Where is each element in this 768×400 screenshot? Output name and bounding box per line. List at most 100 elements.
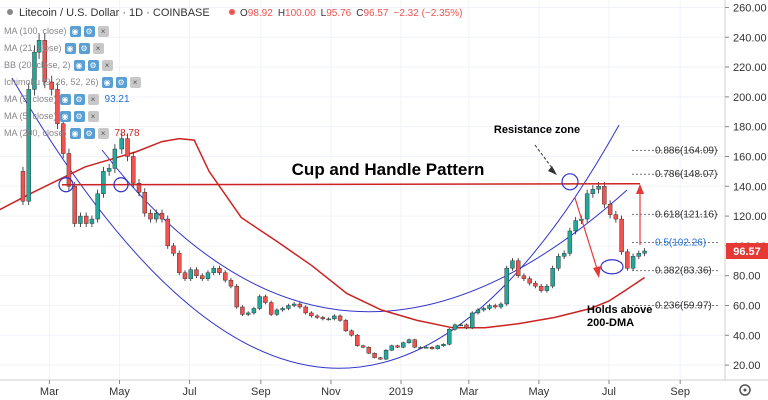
remove-icon[interactable]: × (92, 42, 104, 54)
candle-body (280, 308, 285, 311)
remove-icon[interactable]: × (97, 127, 109, 139)
remove-icon[interactable]: × (87, 93, 99, 105)
candle-body (515, 260, 521, 276)
candle-body (222, 272, 228, 281)
indicator-label: MA (100, close) (4, 26, 67, 36)
candle-body (89, 218, 95, 224)
settings-icon[interactable]: ⚙ (73, 110, 85, 122)
settings-icon[interactable]: ⚙ (83, 25, 95, 37)
chart-header: Litecoin / U.S. Dollar · 1D · COINBASE O… (7, 7, 462, 19)
candle-body (119, 138, 124, 150)
indicator-row[interactable]: MA (21, close) ◉ ⚙ × (4, 40, 104, 56)
eye-icon[interactable]: ◉ (59, 110, 71, 122)
y-tick-label: 20.00 (733, 360, 761, 372)
candle-body (165, 218, 170, 247)
candle-body (550, 268, 555, 287)
candle-body (240, 306, 245, 315)
touch-circle (561, 173, 579, 191)
candle-body (36, 40, 42, 53)
settings-icon[interactable]: ⚙ (73, 93, 85, 105)
eye-icon[interactable]: ◉ (69, 127, 81, 139)
eye-icon[interactable]: ◉ (64, 42, 76, 54)
x-tick-label: Sep (670, 386, 690, 398)
indicator-row[interactable]: MA (5, close) ◉ ⚙ × (4, 108, 99, 124)
settings-icon[interactable]: ⚙ (87, 59, 99, 71)
candle-body (544, 285, 550, 291)
remove-icon[interactable]: × (129, 76, 141, 88)
gear-icon[interactable] (739, 384, 751, 396)
candle-body (20, 171, 26, 202)
chart-title: Cup and Handle Pattern (292, 160, 485, 179)
eye-icon[interactable]: ◉ (73, 59, 85, 71)
remove-icon[interactable]: × (101, 59, 113, 71)
eye-icon[interactable]: ◉ (69, 25, 81, 37)
indicator-value: 78.78 (114, 127, 140, 139)
candle-body (171, 245, 176, 254)
indicator-value: 93.21 (104, 93, 130, 105)
candle-body (49, 81, 54, 90)
x-tick-label: Jul (183, 386, 197, 398)
x-tick-label: May (528, 386, 549, 398)
x-axis: Mar May Jul Sep Nov 2019 Mar May Jul Sep (0, 379, 768, 398)
x-tick-label: Jul (602, 386, 616, 398)
candle-body (470, 312, 475, 329)
candle-body (32, 51, 37, 90)
support-ellipse (600, 259, 624, 275)
eye-icon[interactable]: ◉ (101, 76, 113, 88)
candle-body (66, 153, 72, 187)
candle-body (406, 339, 412, 343)
grid (0, 0, 725, 380)
indicator-row[interactable]: MA (5, close) ◉ ⚙ × 93.21 (4, 91, 130, 107)
price-change: −2.32 (−2.35%) (394, 8, 463, 19)
indicator-label: Ichimoku (9, 26, 52, 26) (4, 77, 99, 87)
candle-body (303, 306, 308, 314)
candle-body (125, 138, 130, 157)
candle-body (619, 218, 624, 253)
candle-body (596, 186, 601, 190)
candle-body (429, 347, 435, 349)
candle-body (372, 352, 377, 358)
candle-body (263, 296, 268, 303)
fib-label: 0.236(59.97) (655, 301, 712, 312)
ohlc-high-label: H (278, 8, 285, 19)
indicator-row[interactable]: BB (20, close, 2) ◉ ⚙ × (4, 57, 113, 73)
candle-body (573, 220, 578, 232)
candle-body (533, 282, 538, 287)
settings-icon[interactable]: ⚙ (78, 42, 90, 54)
candle-body (493, 305, 498, 308)
candle-body (177, 253, 182, 273)
candle-body (326, 318, 331, 321)
indicator-row[interactable]: MA (100, close) ◉ ⚙ × (4, 23, 109, 39)
y-tick-label: 160.00 (733, 151, 767, 163)
candle-body (475, 309, 481, 314)
candle-body (154, 212, 159, 220)
candle-body (343, 320, 349, 332)
remove-icon[interactable]: × (97, 25, 109, 37)
settings-icon[interactable]: ⚙ (115, 76, 127, 88)
ohlc-close-label: C (356, 8, 363, 19)
y-tick-label: 240.00 (733, 32, 767, 44)
collapse-icon[interactable] (7, 9, 13, 15)
settings-icon[interactable]: ⚙ (83, 127, 95, 139)
candle-body (309, 312, 314, 317)
candle-body (286, 305, 291, 309)
candle-body (217, 268, 222, 273)
remove-icon[interactable]: × (87, 110, 99, 122)
candle-body (418, 347, 423, 349)
candle-body (360, 345, 366, 348)
candle-body (182, 272, 188, 279)
candle-body (72, 186, 77, 224)
down-arrow-head (593, 266, 601, 278)
fib-levels: 0.886(164.09) 0.786(148.07) 0.618(121.16) 0… (632, 145, 718, 312)
settings-gear[interactable] (739, 384, 751, 396)
candle-body (188, 269, 193, 279)
indicator-row[interactable]: MA (200, close) ◉ ⚙ × 78.78 (4, 125, 140, 141)
candle-body (504, 268, 509, 305)
last-price-label: 96.57 (726, 243, 768, 259)
eye-icon[interactable]: ◉ (59, 93, 71, 105)
indicator-row[interactable]: Ichimoku (9, 26, 52, 26) ◉ ⚙ × (4, 74, 141, 90)
candle-body (487, 305, 492, 309)
candle-body (355, 335, 360, 346)
cup-arcs (11, 77, 628, 369)
